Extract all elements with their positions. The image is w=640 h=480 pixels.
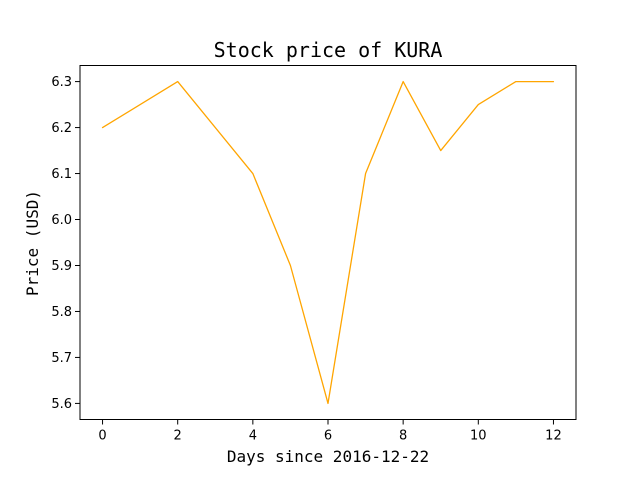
y-axis-ticks: 5.6 5.7 5.8 5.9 6.0 6.1 6.2 6.3: [51, 75, 80, 412]
x-tick-label: 6: [324, 429, 332, 444]
y-axis-label: Price (USD): [23, 190, 42, 296]
x-axis-label: Days since 2016-12-22: [227, 447, 429, 466]
y-tick-label: 5.6: [51, 397, 72, 412]
x-tick-label: 2: [174, 429, 182, 444]
x-tick-label: 12: [545, 429, 562, 444]
y-tick-label: 6.2: [51, 121, 72, 136]
x-tick-label: 8: [399, 429, 407, 444]
x-tick-label: 10: [470, 429, 487, 444]
chart-title: Stock price of KURA: [214, 38, 443, 62]
price-series-line: [101, 80, 555, 405]
x-tick-label: 0: [98, 429, 106, 444]
y-tick-label: 5.9: [51, 259, 72, 274]
x-tick-label: 4: [249, 429, 257, 444]
y-tick-label: 5.7: [51, 351, 72, 366]
x-axis-ticks: 0 2 4 6 8 10 12: [98, 419, 562, 444]
y-tick-label: 5.8: [51, 305, 72, 320]
y-tick-label: 6.3: [51, 75, 72, 90]
y-tick-label: 6.0: [51, 213, 72, 228]
y-tick-label: 6.1: [51, 167, 72, 182]
plot-area-frame: [79, 65, 577, 420]
plot-series: [101, 80, 555, 405]
